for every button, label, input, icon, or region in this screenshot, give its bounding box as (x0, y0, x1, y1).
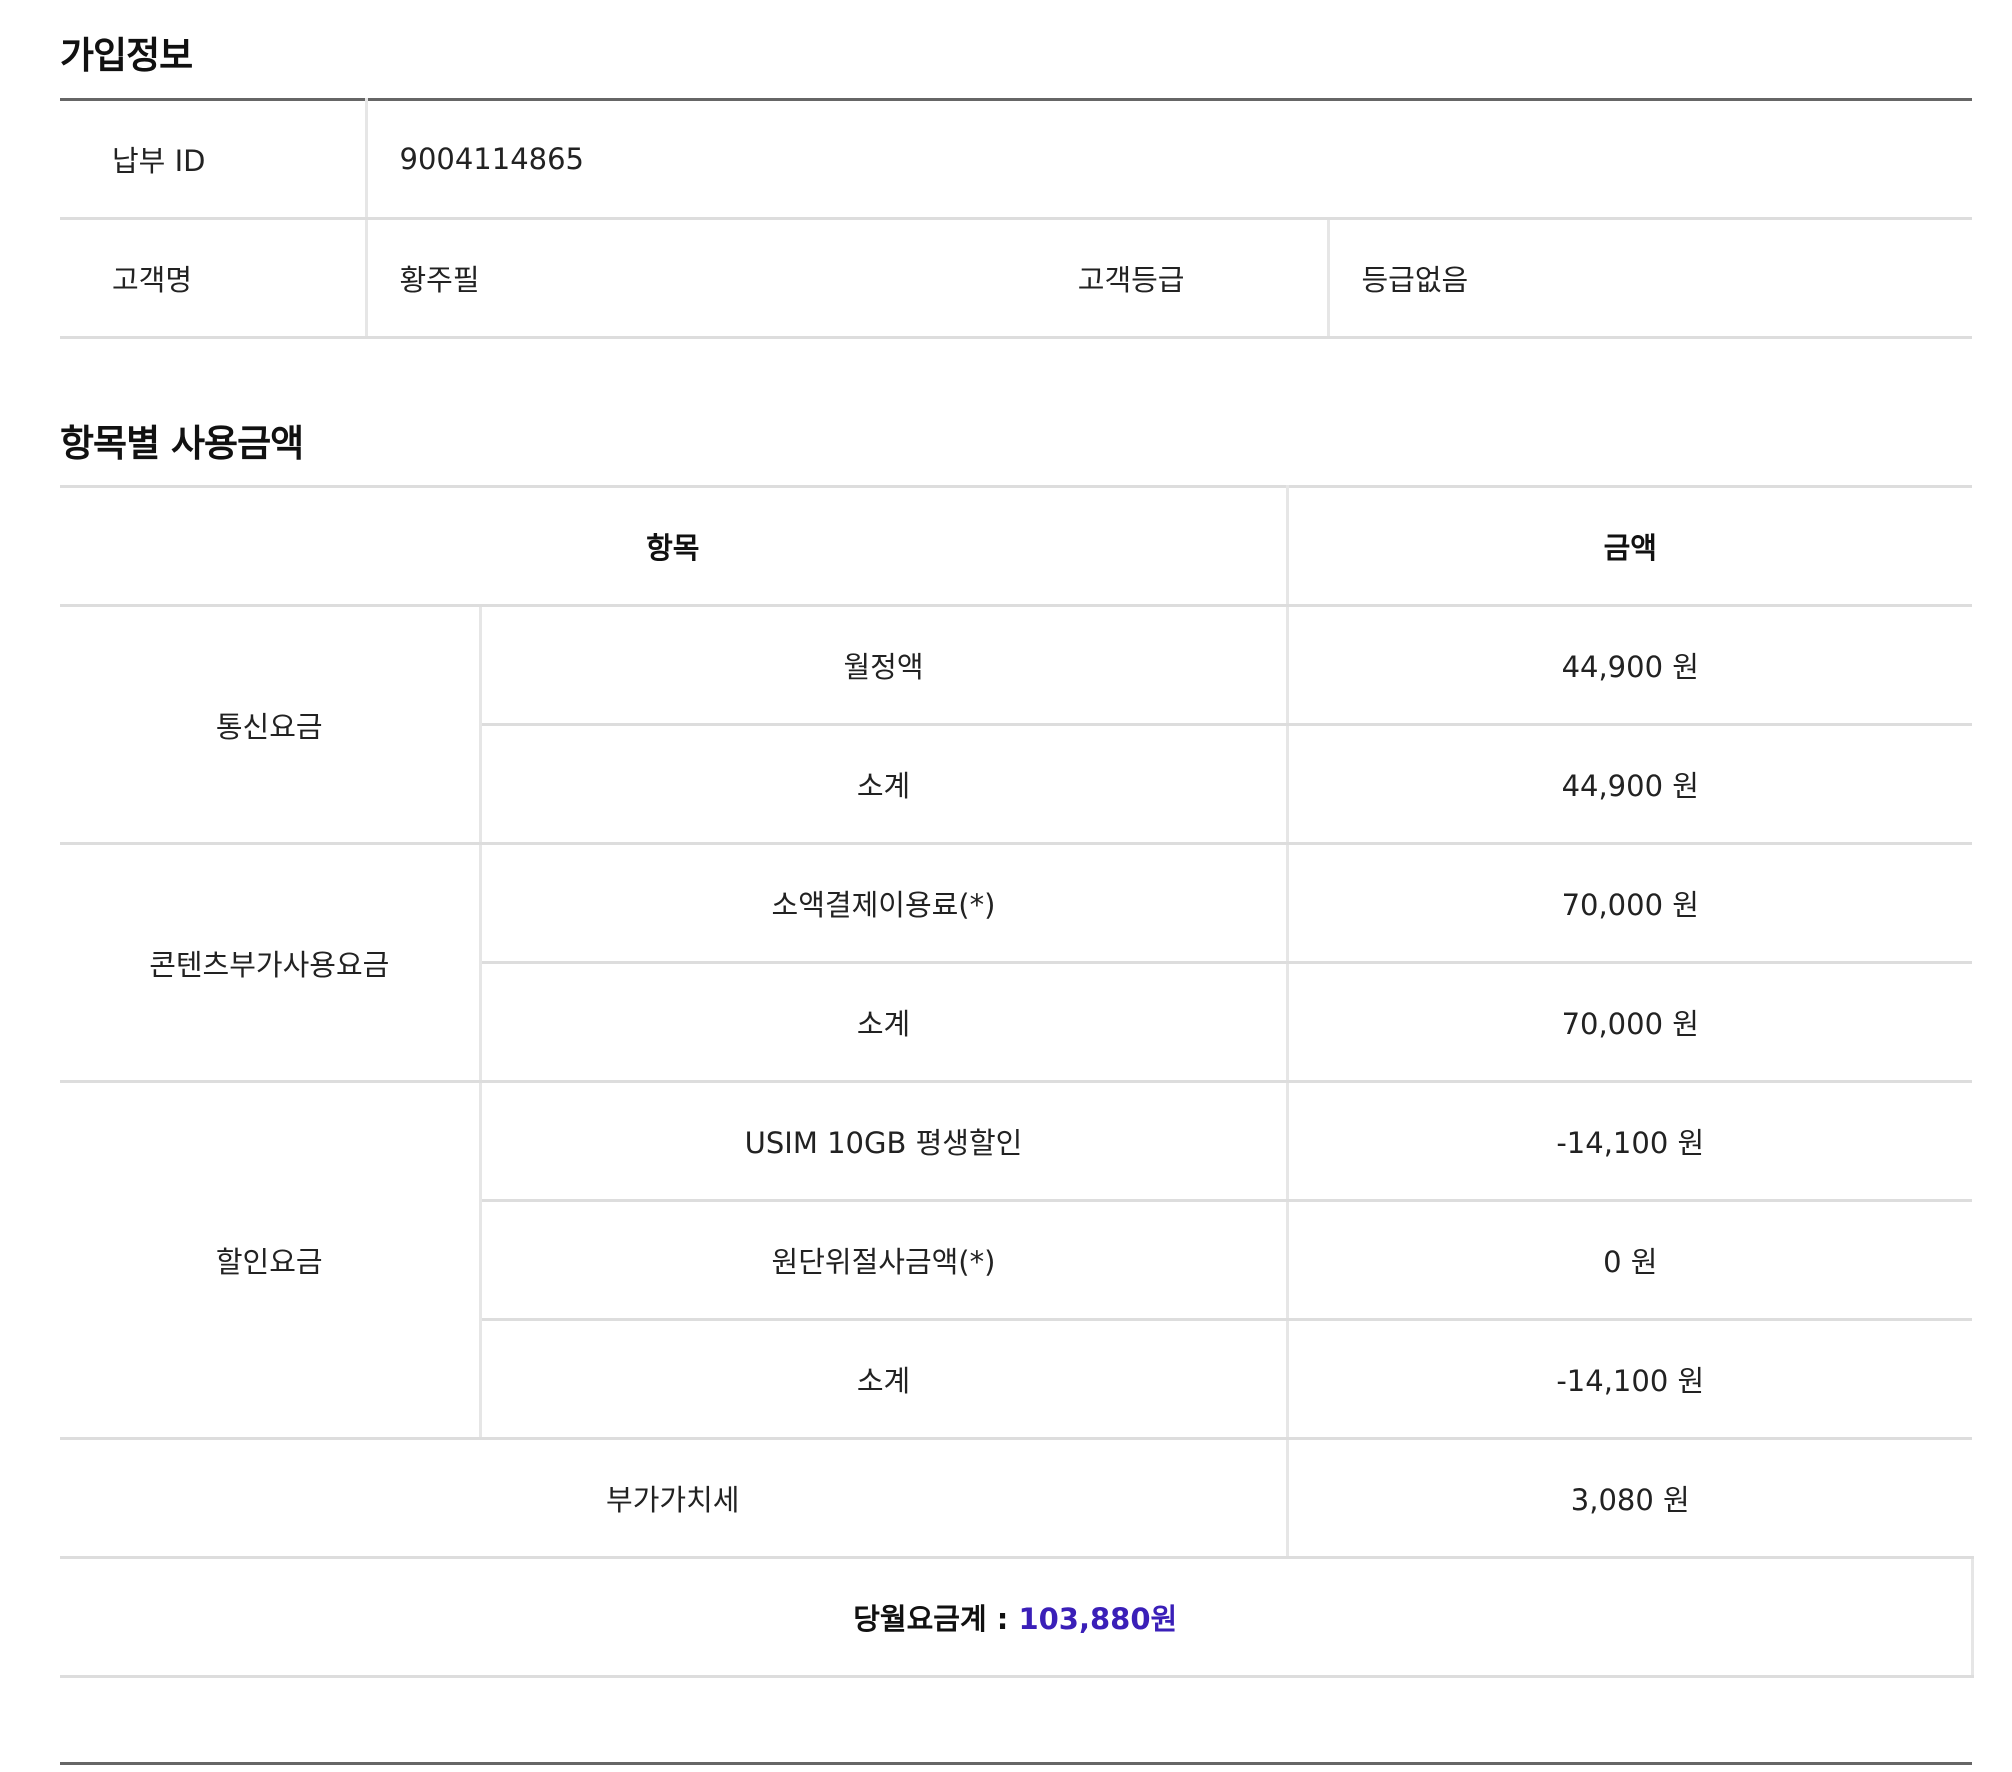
usage-by-item-title: 항목별 사용금액 (60, 422, 304, 465)
table-row: 소계 70,000 원 (60, 962, 1972, 1083)
item-amount: 44,900 원 (1287, 605, 1972, 726)
table-row: 소계 44,900 원 (60, 724, 1972, 845)
customer-grade-label: 고객등급 (1029, 218, 1330, 339)
customer-row: 고객명 황주필 고객등급 등급없음 (60, 218, 1972, 339)
subscription-info-table: 납부 ID 9004114865 고객명 황주필 고객등급 등급없음 (60, 98, 1972, 339)
item-amount: -14,100 원 (1287, 1081, 1972, 1202)
item-name: 소액결제이용료(*) (480, 843, 1289, 964)
item-name: 소계 (480, 962, 1289, 1083)
table-row: 소계 -14,100 원 (60, 1319, 1972, 1440)
monthly-total: 당월요금계 : 103,880원 (60, 1557, 1974, 1678)
group-name-telecom: 통신요금 (60, 605, 482, 845)
item-name: 소계 (480, 724, 1289, 845)
customer-grade-value: 등급없음 (1328, 218, 1972, 339)
header-amount: 금액 (1287, 486, 1972, 607)
monthly-total-row: 당월요금계 : 103,880원 (60, 1557, 1974, 1678)
usage-header-row: 항목 금액 (60, 486, 1972, 607)
table-row: 할인요금 USIM 10GB 평생할인 -14,100 원 (60, 1081, 1972, 1440)
payment-id-label: 납부 ID (60, 99, 368, 220)
customer-name-label: 고객명 (60, 218, 368, 339)
payment-id-value: 9004114865 (366, 99, 1972, 220)
table-row: 콘텐츠부가사용요금 소액결제이용료(*) 70,000 원 (60, 843, 1972, 1083)
item-name: 소계 (480, 1319, 1289, 1440)
vat-row: 부가가치세 3,080 원 (60, 1438, 1972, 1559)
item-name: 월정액 (480, 605, 1289, 726)
group-name-discount: 할인요금 (60, 1081, 482, 1440)
bottom-divider (60, 1762, 1972, 1765)
group-name-content: 콘텐츠부가사용요금 (60, 843, 482, 1083)
item-amount: 70,000 원 (1287, 962, 1972, 1083)
item-amount: 70,000 원 (1287, 843, 1972, 964)
vat-amount: 3,080 원 (1287, 1438, 1972, 1559)
subscription-info-title: 가입정보 (60, 34, 193, 77)
monthly-total-label: 당월요금계 : (853, 1602, 1019, 1636)
payment-id-row: 납부 ID 9004114865 (60, 99, 1972, 220)
item-amount: -14,100 원 (1287, 1319, 1972, 1440)
item-name: 원단위절사금액(*) (480, 1200, 1289, 1321)
table-row: 원단위절사금액(*) 0 원 (60, 1200, 1972, 1321)
monthly-total-value: 103,880원 (1018, 1602, 1178, 1636)
table-row: 통신요금 월정액 44,900 원 (60, 605, 1972, 845)
item-name: USIM 10GB 평생할인 (480, 1081, 1289, 1202)
item-amount: 0 원 (1287, 1200, 1972, 1321)
customer-name-value: 황주필 (366, 218, 1029, 339)
usage-by-item-table: 항목 금액 통신요금 월정액 44,900 원 소계 44,900 원 콘텐츠부… (60, 485, 1974, 1678)
item-amount: 44,900 원 (1287, 724, 1972, 845)
vat-label: 부가가치세 (60, 1438, 1289, 1559)
header-item: 항목 (60, 486, 1289, 607)
